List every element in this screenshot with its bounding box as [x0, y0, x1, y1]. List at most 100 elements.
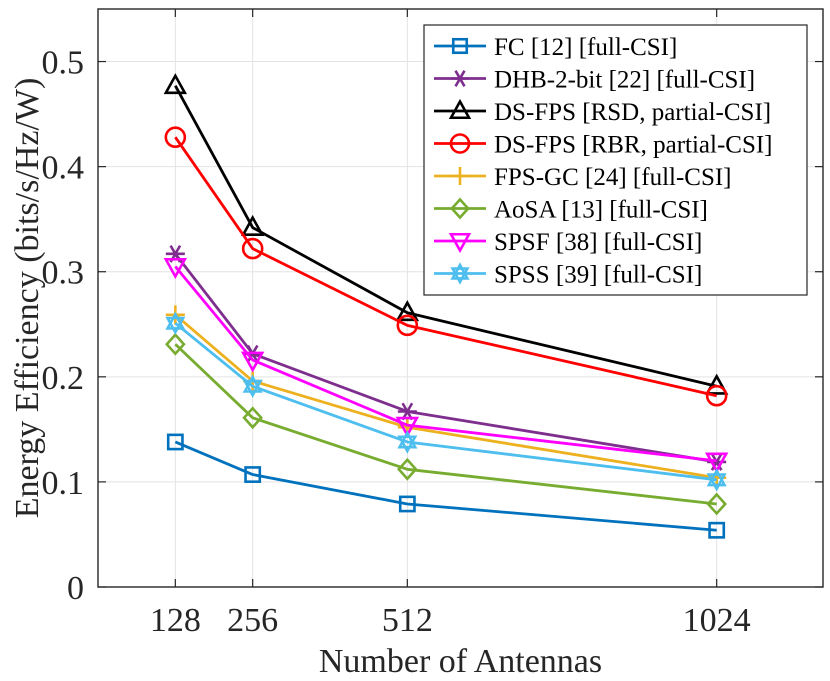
- data-point: [163, 258, 188, 280]
- marker-circle: [164, 126, 187, 149]
- series-line: [174, 313, 717, 480]
- series-line: [174, 265, 717, 463]
- marker-hexagram: [450, 262, 470, 280]
- marker-square: [451, 37, 469, 55]
- marker-diamond: [397, 457, 418, 481]
- series-aosa-13-full-csi: [165, 332, 727, 516]
- marker-diamond: [165, 332, 186, 356]
- legend-label: DHB-2-bit [22] [full-CSI]: [494, 67, 755, 94]
- data-point: [397, 430, 418, 454]
- legend-label: SPSF [38] [full-CSI]: [494, 229, 702, 256]
- legend-item: FC [12] [full-CSI]: [434, 34, 677, 61]
- series-spsf-38-full-csi: [163, 258, 729, 474]
- data-point: [397, 457, 418, 481]
- plot-frame: [97, 8, 824, 588]
- marker-hexagram: [242, 374, 263, 393]
- data-point: [705, 384, 728, 407]
- marker-triangle-up: [448, 98, 472, 120]
- data-point: [396, 314, 419, 337]
- data-point: [704, 373, 729, 395]
- y-axis-label: Energy Efficiency (bits/s/Hz/W): [9, 78, 46, 519]
- data-point: [240, 351, 265, 373]
- data-point: [242, 374, 263, 399]
- data-point: [708, 521, 726, 539]
- series-ds-fps-rbr-partial-csi: [164, 126, 728, 407]
- data-point: [166, 433, 184, 451]
- series-line: [174, 343, 717, 506]
- marker-asterisk: [451, 70, 469, 87]
- series-ds-fps-rsd-partial-csi: [163, 73, 729, 395]
- marker-triangle-down: [163, 258, 188, 280]
- series-line: [174, 85, 717, 388]
- data-point: [240, 214, 265, 237]
- marker-square: [244, 466, 262, 483]
- marker-circle: [396, 314, 419, 337]
- marker-hexagram: [706, 468, 727, 487]
- series-layer: [163, 73, 729, 539]
- series-line: [174, 253, 717, 464]
- data-point: [395, 300, 420, 322]
- series-fc-12-full-csi: [166, 433, 726, 539]
- data-point: [163, 73, 188, 95]
- legend-label: SPSS [39] [full-CSI]: [494, 262, 702, 289]
- data-point: [242, 406, 263, 430]
- marker-triangle-down: [448, 232, 472, 254]
- data-point: [165, 332, 186, 356]
- series-line: [174, 440, 717, 532]
- legend-label: DS-FPS [RBR, partial-CSI]: [494, 132, 773, 159]
- x-tick-label: 512: [382, 602, 433, 639]
- legend-item: SPSF [38] [full-CSI]: [434, 229, 702, 256]
- legend-item: FPS-GC [24] [full-CSI]: [434, 164, 732, 191]
- marker-diamond: [706, 492, 727, 516]
- marker-plus: [451, 167, 469, 185]
- y-tick-label: 0.1: [42, 465, 85, 502]
- legend-label: AoSA [13] [full-CSI]: [494, 197, 708, 224]
- y-tick-label: 0.2: [42, 360, 85, 397]
- marker-triangle-down: [704, 452, 729, 474]
- legend-item: DS-FPS [RBR, partial-CSI]: [434, 132, 773, 159]
- legend-item: AoSA [13] [full-CSI]: [434, 197, 708, 224]
- marker-circle: [241, 237, 264, 260]
- y-tick-label: 0: [67, 570, 84, 607]
- marker-square: [708, 521, 726, 539]
- legend-item: DS-FPS [RSD, partial-CSI]: [434, 98, 771, 126]
- marker-triangle-up: [704, 373, 729, 395]
- series-spss-39-full-csi: [165, 311, 727, 492]
- marker-hexagram: [165, 311, 186, 330]
- data-point: [706, 492, 727, 516]
- marker-triangle-up: [395, 300, 420, 322]
- marker-circle: [449, 133, 471, 154]
- marker-hexagram: [242, 379, 263, 399]
- data-point: [164, 126, 187, 149]
- x-tick-label: 1024: [683, 602, 751, 639]
- legend-item: DHB-2-bit [22] [full-CSI]: [434, 67, 755, 94]
- data-point: [395, 416, 420, 438]
- series-line: [174, 136, 717, 398]
- marker-square: [166, 433, 184, 451]
- marker-triangle-down: [395, 416, 420, 438]
- y-tick-label: 0.4: [42, 150, 85, 187]
- marker-triangle-up: [240, 214, 265, 237]
- data-point: [165, 311, 186, 335]
- marker-diamond: [450, 197, 470, 220]
- marker-hexagram: [397, 430, 418, 449]
- y-tick-label: 0.3: [42, 255, 85, 292]
- marker-hexagram: [706, 473, 727, 492]
- legend: FC [12] [full-CSI] DHB-2-bit [22] [full-C…: [423, 24, 808, 296]
- legend-item: SPSS [39] [full-CSI]: [434, 262, 702, 289]
- marker-hexagram: [165, 316, 186, 335]
- axis-ticks: 0 0.1 0.2 0.3 0.4 0.5 128 256 512 1024: [42, 9, 823, 639]
- legend-box: [423, 24, 808, 296]
- series-line: [174, 322, 717, 482]
- data-point: [244, 466, 262, 483]
- x-axis-label: Number of Antennas: [319, 643, 602, 680]
- data-point: [241, 237, 264, 260]
- data-point: [706, 468, 727, 492]
- marker-diamond: [242, 406, 263, 430]
- marker-hexagram: [397, 435, 418, 454]
- marker-triangle-up: [163, 73, 188, 95]
- marker-square: [398, 495, 416, 513]
- data-point: [398, 495, 416, 513]
